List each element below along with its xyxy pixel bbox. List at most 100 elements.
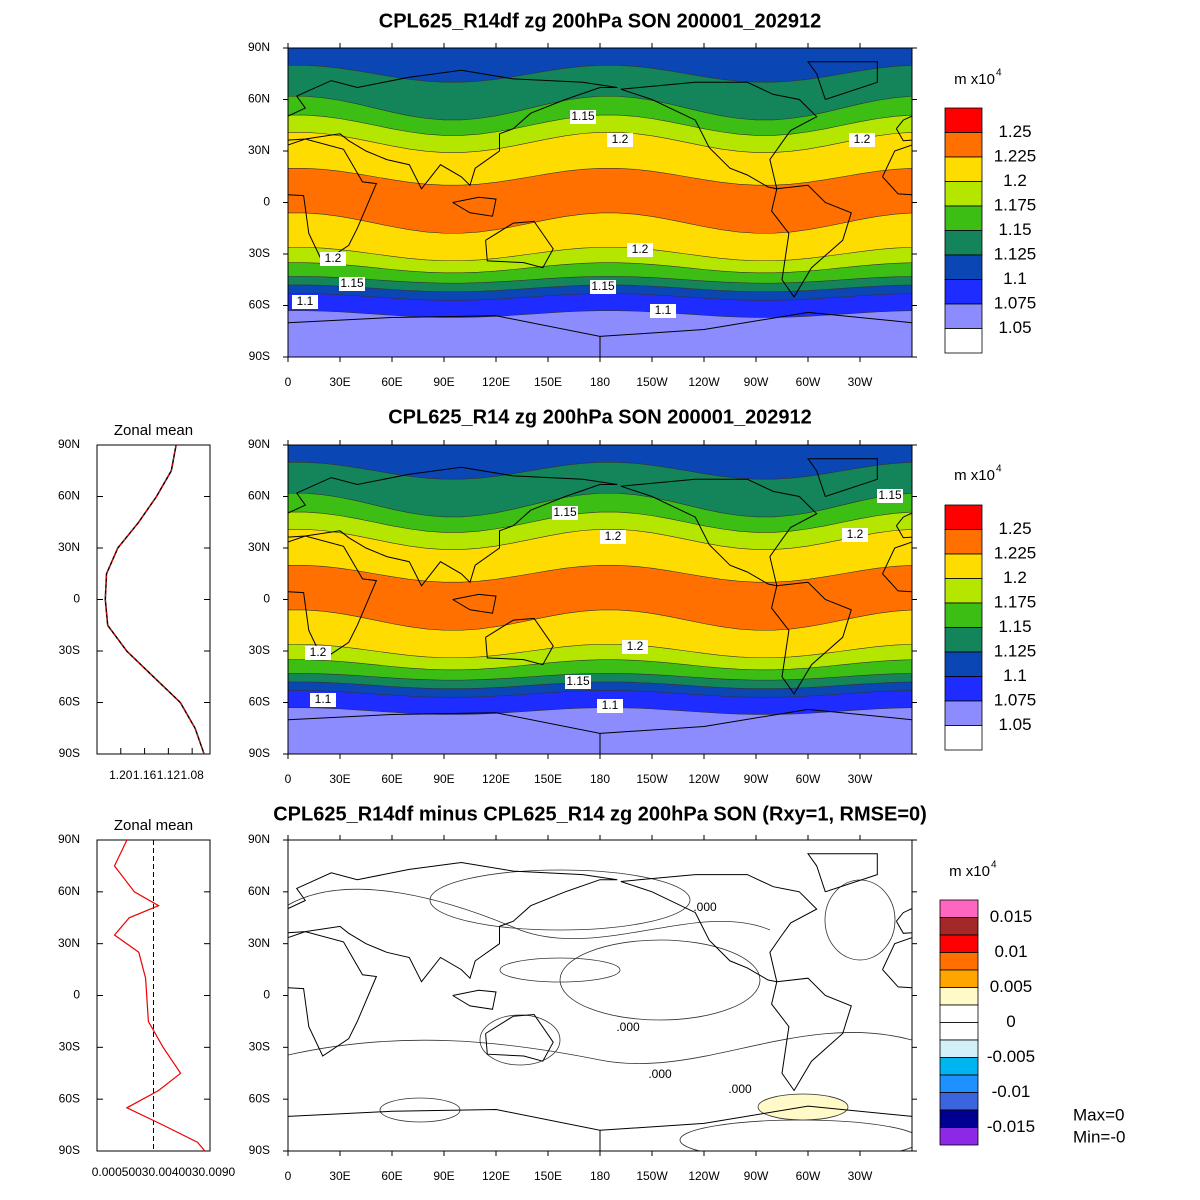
colorbar-box <box>944 725 983 751</box>
contour-label: 1.1 <box>315 692 332 706</box>
contour-label: 1.2 <box>847 527 864 541</box>
x-tick-label: 120E <box>482 772 510 786</box>
coastline <box>807 458 878 497</box>
x-tick-label: 30E <box>329 375 350 389</box>
colorbar-label: 1.25 <box>998 519 1031 538</box>
y-tick-label: 60N <box>58 884 80 898</box>
colorbar-box <box>944 205 983 231</box>
y-tick-label: 30N <box>58 936 80 950</box>
y-tick-label: 60N <box>248 489 270 503</box>
x-tick-label: 90W <box>744 375 769 389</box>
contour-line <box>679 1119 912 1151</box>
colorbar-box <box>939 969 979 988</box>
contour-label-box <box>849 133 875 147</box>
contour-label-box <box>590 280 616 294</box>
coastline <box>184 854 253 892</box>
coastline <box>184 459 253 497</box>
y-tick-label: 90N <box>58 437 80 451</box>
contour-label: .000 <box>728 1082 752 1096</box>
x-tick-label: 60E <box>381 1169 402 1183</box>
coastline <box>0 875 193 982</box>
colorbar-box <box>944 627 983 653</box>
coastline <box>288 931 378 1057</box>
colorbar-label: 1.15 <box>998 617 1031 636</box>
contour-label: 1.2 <box>612 132 629 146</box>
coastline <box>452 196 497 217</box>
coastline <box>288 861 618 983</box>
x-tick-label: 120W <box>688 772 720 786</box>
y-tick-label: 30S <box>249 246 270 260</box>
x-tick-label: 150W <box>636 375 668 389</box>
colorbar-box <box>944 254 983 280</box>
colorbar-box <box>944 230 983 256</box>
coastline <box>148 978 228 1090</box>
x-tick-label: 0 <box>285 375 292 389</box>
map-area <box>184 445 1120 754</box>
colorbar-box <box>939 1039 979 1058</box>
coastline <box>288 315 601 357</box>
coastline <box>148 185 228 297</box>
band <box>288 48 912 83</box>
contour-label-box <box>565 675 591 689</box>
contour-label-box <box>600 530 626 544</box>
colorbar-title-sup: 4 <box>996 464 1002 475</box>
x-tick-label: 180 <box>590 375 610 389</box>
y-tick-label: 30S <box>59 643 80 657</box>
colorbar-box <box>944 651 983 677</box>
x-tick-label: 60W <box>796 1169 821 1183</box>
contour-label-box <box>305 646 331 660</box>
contour-label-box <box>339 277 365 291</box>
map-area <box>0 853 1178 1151</box>
y-tick-label: 90S <box>59 746 80 760</box>
contour-label: 1.1 <box>297 294 314 308</box>
contour-line <box>288 1032 912 1064</box>
y-tick-label: 60S <box>59 1091 80 1105</box>
colorbar-label: 1.225 <box>994 146 1037 165</box>
stat-label: Min=-0 <box>1073 1127 1125 1146</box>
y-tick-label: 90S <box>249 746 270 760</box>
y-tick-label: 0 <box>73 592 80 606</box>
contour-line <box>479 1014 561 1066</box>
panel-title: CPL625_R14df minus CPL625_R14 zg 200hPa … <box>273 803 927 825</box>
x-tick-label: 150W <box>636 772 668 786</box>
colorbar-box <box>944 700 983 726</box>
contour-label: 1.1 <box>655 303 672 317</box>
contour-label: 1.15 <box>340 276 364 290</box>
y-tick-label: 0 <box>263 592 270 606</box>
contour-label-box <box>622 640 648 654</box>
coastline <box>485 220 554 269</box>
colorbar-box <box>939 917 979 936</box>
contour-label: 1.2 <box>627 639 644 653</box>
contour-line <box>559 939 761 1021</box>
coastline <box>1110 1015 1178 1062</box>
x-tick-label: 1.08 <box>180 768 204 782</box>
x-tick-label: 180 <box>590 772 610 786</box>
colorbar-title-sup: 4 <box>996 68 1002 79</box>
panel-title: CPL625_R14 zg 200hPa SON 200001_202912 <box>388 406 812 428</box>
coastline <box>1077 197 1120 216</box>
colorbar-label: 1.2 <box>1003 171 1027 190</box>
colorbar-label: 1.125 <box>994 244 1037 263</box>
colorbar-label: 1.05 <box>998 715 1031 734</box>
contour-label-box <box>320 252 346 266</box>
stat-label: Max=0 <box>1073 1105 1125 1124</box>
x-tick-label: 150E <box>534 375 562 389</box>
y-tick-label: 0 <box>263 195 270 209</box>
colorbar-label: 1.2 <box>1003 568 1027 587</box>
coastline <box>1077 594 1120 613</box>
colorbar-box <box>944 279 983 305</box>
colorbar-label: 1.15 <box>998 220 1031 239</box>
contour-label: .000 <box>616 1020 640 1034</box>
contour-label-box <box>842 528 868 542</box>
colorbar-label: -0.005 <box>987 1047 1035 1066</box>
contour-label: 1.2 <box>310 645 327 659</box>
x-tick-label: 180 <box>590 1169 610 1183</box>
y-tick-label: 30N <box>248 540 270 554</box>
y-tick-label: 90S <box>59 1143 80 1157</box>
coastline <box>1110 221 1178 267</box>
coastline <box>485 1013 554 1062</box>
colorbar-label: 0 <box>1006 1012 1015 1031</box>
colorbar-label: 1.25 <box>998 122 1031 141</box>
contour-label-box <box>292 295 318 309</box>
x-tick-label: 0 <box>285 1169 292 1183</box>
